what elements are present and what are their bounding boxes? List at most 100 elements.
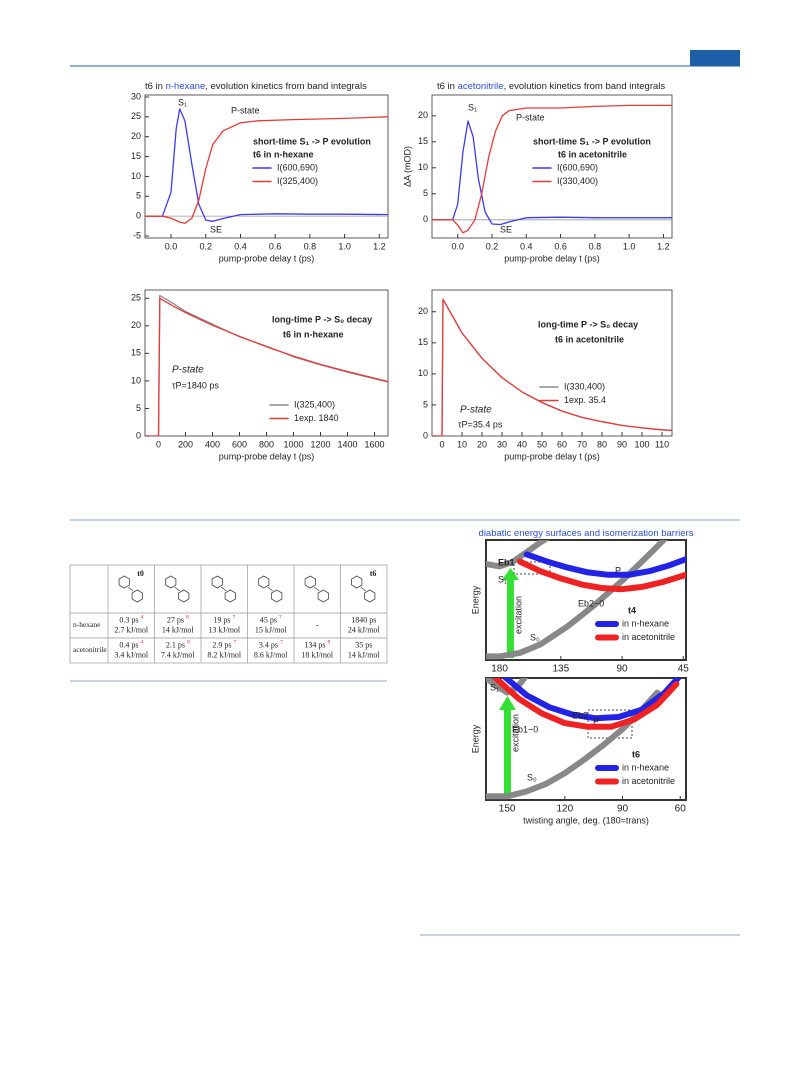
legend-label: in acetonitrile <box>622 776 675 786</box>
x-axis-label: pump-probe delay t (ps) <box>219 253 315 263</box>
annotation: t6 in n-hexane <box>283 329 344 339</box>
chart-title: t6 in n-hexane, evolution kinetics from … <box>145 81 367 92</box>
y-tick-label: 20 <box>131 320 141 330</box>
y-tick-label: 25 <box>131 293 141 303</box>
annotation: long-time P -> S₀ decay <box>272 314 372 324</box>
x-tick-label: 1000 <box>283 439 303 449</box>
y-tick-label: 10 <box>418 368 428 378</box>
annotation: Eb2 <box>572 710 588 720</box>
title-part: t6 in <box>145 81 166 92</box>
x-tick-label: 0.6 <box>554 241 567 251</box>
cell-time: 0.4 ps 4 <box>119 640 143 650</box>
x-axis-label: pump-probe delay t (ps) <box>504 451 600 461</box>
series-line <box>486 678 529 696</box>
molecule-ring <box>317 589 329 603</box>
x-tick-label: 90 <box>617 804 629 815</box>
cell-time-text: 0.3 ps <box>119 615 138 624</box>
plot-frame <box>485 677 687 801</box>
legend-label: 1exp. 1840 <box>294 413 339 423</box>
legend-label: I(325,400) <box>294 399 335 409</box>
y-tick-label: 0 <box>423 430 428 440</box>
y-tick-label: 5 <box>423 399 428 409</box>
legend-label: in n-hexane <box>622 762 669 772</box>
cell-energy: 15 kJ/mol <box>255 625 288 634</box>
annotation: t6 in n-hexane <box>253 149 314 159</box>
annotation: Eb1~0 <box>512 724 538 734</box>
cell-time: 2.9 ps 7 <box>212 640 236 650</box>
x-tick-label: 120 <box>557 804 574 815</box>
cell-energy: 3.4 kJ/mol <box>114 650 149 659</box>
cell-ref: 8 <box>327 640 330 646</box>
annotation: short-time S₁ -> P evolution <box>253 136 371 146</box>
annotation: excitation <box>510 714 520 752</box>
molecule-ring <box>224 589 236 603</box>
series-line <box>523 551 686 578</box>
molecule-bond <box>267 586 273 592</box>
x-tick-label: 200 <box>178 439 193 449</box>
legend-label: I(330,400) <box>564 381 605 391</box>
series-line <box>432 298 672 436</box>
cell-time-text: 35 ps <box>355 640 372 649</box>
y-tick-label: 15 <box>131 151 141 161</box>
legend-label: I(325,400) <box>277 176 318 186</box>
header-block <box>690 50 740 66</box>
x-tick-label: 150 <box>499 804 516 815</box>
cell-time-text: 2.9 ps <box>212 640 231 649</box>
plot-frame <box>431 94 673 239</box>
y-tick-label: 0 <box>136 211 141 221</box>
molecule-ring <box>364 589 376 603</box>
series-line <box>432 120 672 226</box>
annotation: t6 in acetonitrile <box>558 149 627 159</box>
molecule-ring <box>258 575 270 589</box>
cell-energy: 14 kJ/mol <box>162 625 195 634</box>
cell-time: 2.1 ps 8 <box>166 640 190 650</box>
plot-frame <box>431 289 673 437</box>
annotation: SE <box>500 224 512 234</box>
molecule-label: t6 <box>370 569 377 578</box>
series-line <box>517 558 686 593</box>
title-part: , evolution kinetics from band integrals <box>504 81 666 92</box>
cell-time-text: 0.4 ps <box>119 640 138 649</box>
excitation-arrow <box>507 578 514 658</box>
cell-energy: 14 kJ/mol <box>348 650 381 659</box>
molecule-ring <box>165 575 177 589</box>
cell-time-text: 3.4 ps <box>259 640 278 649</box>
x-tick-label: 1.0 <box>623 241 636 251</box>
cell-time: 35 ps <box>355 640 372 649</box>
y-tick-label: 5 <box>136 191 141 201</box>
y-axis-label: ΔA (mOD) <box>402 146 412 187</box>
legend-label: in n-hexane <box>622 618 669 628</box>
x-tick-label: 30 <box>497 439 507 449</box>
annotation: short-time S₁ -> P evolution <box>533 136 651 146</box>
x-tick-label: 0.0 <box>165 241 178 251</box>
y-tick-label: 10 <box>418 162 428 172</box>
x-tick-label: 40 <box>517 439 527 449</box>
y-tick-label: 20 <box>418 110 428 120</box>
title-part: diabatic energy surfaces and isomerizati… <box>479 528 694 539</box>
annotation: S₁ <box>468 102 477 112</box>
cell-time: - <box>316 620 319 629</box>
cell-time-text: 2.1 ps <box>166 640 185 649</box>
x-tick-label: 0.2 <box>486 241 499 251</box>
y-tick-label: 0 <box>136 430 141 440</box>
cell-energy: 24 kJ/mol <box>348 625 381 634</box>
series-line <box>501 678 683 722</box>
x-tick-label: 1400 <box>337 439 357 449</box>
legend-label: I(330,400) <box>557 176 598 186</box>
annotation: τP=35.4 ps <box>458 419 503 429</box>
cell-energy: 8.6 kJ/mol <box>254 650 289 659</box>
molecule-ring <box>131 589 143 603</box>
x-tick-label: 1.2 <box>373 241 386 251</box>
annotation: S₁ <box>178 97 187 107</box>
annotation: excitation <box>513 596 523 634</box>
cell-time: 0.3 ps 4 <box>119 615 143 625</box>
series-line <box>486 540 550 570</box>
x-tick-label: 100 <box>634 439 649 449</box>
row-label: acetonitrile <box>73 645 107 654</box>
title-part: t6 in <box>437 81 458 92</box>
molecule-ring <box>211 575 223 589</box>
x-tick-label: 90 <box>616 664 628 675</box>
cell-ref: 8 <box>187 640 190 646</box>
y-tick-label: 20 <box>418 306 428 316</box>
y-tick-label: 10 <box>131 171 141 181</box>
